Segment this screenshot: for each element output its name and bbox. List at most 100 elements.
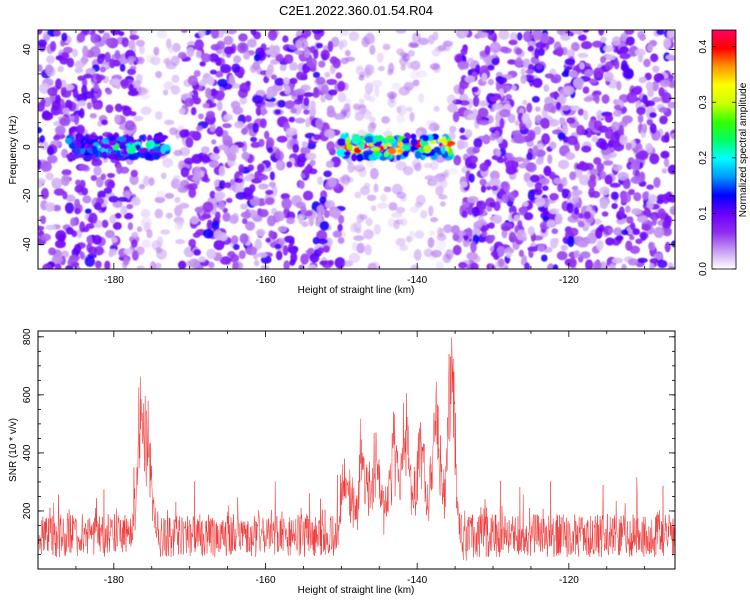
spectrogram-cell xyxy=(68,254,80,263)
spectrogram-cell xyxy=(567,257,577,268)
spectrogram-cell xyxy=(304,48,311,58)
spectrogram-cell xyxy=(111,236,118,243)
spectrogram-cell xyxy=(195,50,202,59)
spectrogram-cell xyxy=(264,101,276,108)
spectrogram-cell xyxy=(347,162,355,173)
spectrogram-cell xyxy=(223,139,234,147)
spectrogram-cell xyxy=(233,55,242,64)
spectrogram-cell xyxy=(649,153,660,165)
spectrogram-cell xyxy=(498,30,510,40)
spectrogram-cell xyxy=(409,111,415,122)
spectrogram-cell xyxy=(57,65,64,73)
spectrogram-cell xyxy=(547,263,555,269)
spectrogram-cell xyxy=(573,250,581,259)
spectrogram-cell xyxy=(54,133,66,140)
spectrogram-cell xyxy=(592,260,602,269)
spectrogram-cell xyxy=(274,77,285,86)
spectrogram-cell xyxy=(234,177,244,184)
spectrogram-cell xyxy=(571,42,580,52)
spectrogram-cell xyxy=(472,96,480,107)
spectrogram-cell xyxy=(264,130,270,140)
spectrogram-cell xyxy=(527,45,534,52)
spectrogram-cell xyxy=(209,69,217,75)
spectrogram-signal-cell xyxy=(397,141,404,147)
spectrogram-cell xyxy=(529,174,540,183)
spectrogram-cell xyxy=(457,61,469,70)
spectrogram-cell xyxy=(61,52,70,59)
spectrogram-cell xyxy=(267,63,274,75)
spectrogram-cell xyxy=(211,139,217,145)
spectrogram-cell xyxy=(400,217,408,227)
spectrogram-cell xyxy=(437,44,446,52)
spectrogram-cell xyxy=(548,118,560,127)
spectrogram-cell xyxy=(351,241,358,252)
spectrogram-cell xyxy=(603,71,614,82)
spectrogram-cell xyxy=(577,52,589,58)
spectrogram-cell xyxy=(573,206,580,215)
spectrogram-cell xyxy=(429,63,440,70)
spectrogram-signal-cell xyxy=(364,135,375,144)
spectrogram-cell xyxy=(188,258,200,269)
spectrogram-cell xyxy=(611,36,622,47)
spectrogram-cell xyxy=(119,79,130,87)
spectrogram-signal-cell xyxy=(144,155,151,161)
spectrogram-cell xyxy=(633,192,642,202)
spectrogram-cell xyxy=(297,153,308,163)
spectrogram-cell xyxy=(138,44,145,55)
spectrogram-cell xyxy=(81,187,89,196)
spectrogram-cell xyxy=(407,50,415,57)
spectrogram-cell xyxy=(363,229,374,240)
spectrogram-cell xyxy=(391,183,403,195)
spectrogram-cell xyxy=(507,59,517,65)
spectrogram-cell xyxy=(497,258,505,268)
spectrogram-cell xyxy=(448,167,459,175)
spectrogram-cell xyxy=(218,180,226,190)
spectrogram-cell xyxy=(55,262,62,269)
spectrogram-cell xyxy=(613,227,623,236)
spectrogram-cell xyxy=(190,107,197,116)
spectrogram-cell xyxy=(364,82,374,94)
spectrogram-cell xyxy=(657,259,668,269)
spectrogram-cell xyxy=(353,235,365,242)
spectrogram-signal-cell xyxy=(152,153,160,160)
spectrogram-cell xyxy=(254,238,262,250)
spectrogram-signal-cell xyxy=(383,151,389,158)
spectrogram-cell xyxy=(181,30,188,34)
spectrogram-cell xyxy=(274,148,281,160)
spectrogram-cell xyxy=(172,42,181,53)
spectrogram-cell xyxy=(511,85,517,91)
spectrogram-cell xyxy=(369,261,381,269)
spectrogram-cell xyxy=(40,187,49,200)
spectrogram-cells xyxy=(38,30,675,269)
spectrogram-cell xyxy=(503,247,515,255)
spectrogram-signal-cell xyxy=(433,146,442,154)
spectrogram-cell xyxy=(200,146,210,154)
spectrogram-signal-cell xyxy=(126,144,137,154)
spectrogram-cell xyxy=(267,147,274,154)
spectrogram-cell xyxy=(604,113,614,123)
spectrogram-cell xyxy=(163,58,170,65)
spectrogram-cell xyxy=(133,115,144,122)
spectrogram-cell xyxy=(667,164,675,175)
spectrogram-cell xyxy=(127,68,137,76)
spectrogram-cell xyxy=(631,208,642,215)
spectrogram-cell xyxy=(561,188,570,194)
spectrogram-cell xyxy=(304,166,310,177)
spectrogram-cell xyxy=(399,244,408,251)
spectrogram-signal-cell xyxy=(336,148,347,157)
spectrogram-cell xyxy=(136,265,145,269)
spectrogram-cell xyxy=(40,98,46,106)
spectrogram-cell xyxy=(546,219,556,228)
colorbar-frame xyxy=(711,29,737,270)
spectrogram-cell xyxy=(616,80,622,91)
spectrogram-cell xyxy=(183,157,195,165)
spectrogram-cell xyxy=(430,249,442,258)
spectrogram-signal-cell xyxy=(346,144,353,150)
spectrogram-cell xyxy=(288,116,296,123)
spectrogram-cell xyxy=(70,217,77,227)
spectrogram-cell xyxy=(337,80,346,92)
spectrogram-cell xyxy=(169,127,178,136)
spectrogram-cell xyxy=(92,234,102,245)
spectrogram-cell xyxy=(302,92,314,98)
spectrogram-signal-cell xyxy=(410,138,418,146)
